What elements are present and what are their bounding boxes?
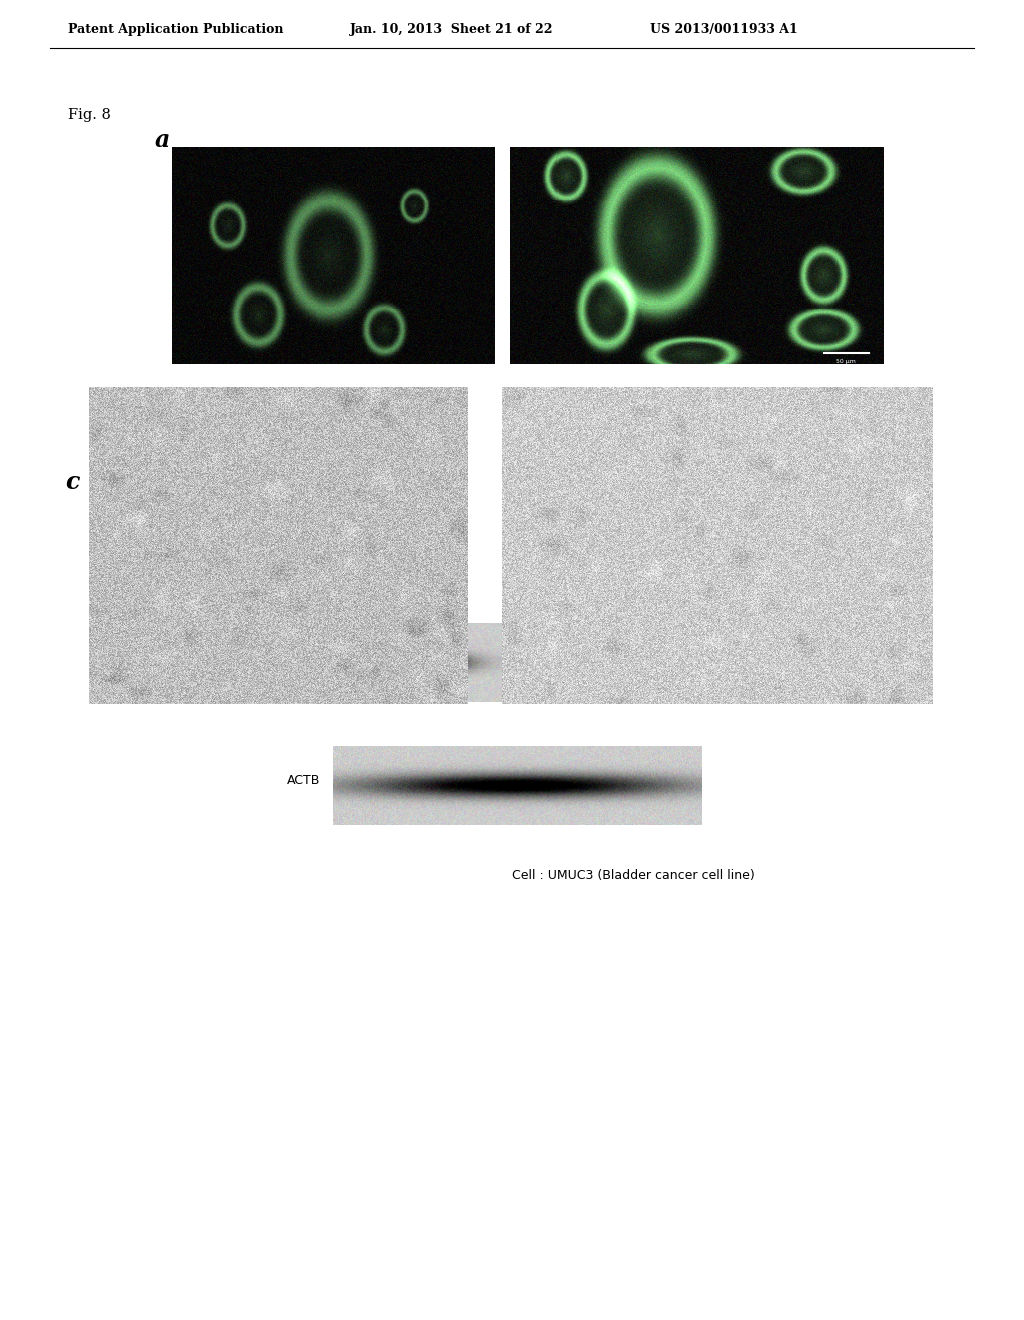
Text: EGFP: EGFP (100, 494, 132, 507)
Text: c: c (65, 470, 80, 494)
Text: b: b (250, 612, 266, 638)
Text: US 2013/0011933 A1: US 2013/0011933 A1 (650, 22, 798, 36)
Text: Jan. 10, 2013  Sheet 21 of 22: Jan. 10, 2013 Sheet 21 of 22 (350, 22, 554, 36)
Text: si-C2093: si-C2093 (525, 150, 580, 164)
Text: si-C2093: si-C2093 (538, 636, 593, 649)
Text: Fig. 8: Fig. 8 (68, 108, 111, 121)
Text: C2093: C2093 (280, 668, 319, 681)
Text: a: a (155, 128, 170, 152)
Text: EGFP: EGFP (185, 150, 217, 164)
Text: Cell : UMUC3 (Bladder cancer cell line): Cell : UMUC3 (Bladder cancer cell line) (512, 869, 755, 882)
Text: si-C2093: si-C2093 (505, 494, 560, 507)
Text: ACTB: ACTB (287, 774, 319, 787)
Text: 50 μm: 50 μm (836, 359, 856, 364)
Text: si-EGFP: si-EGFP (427, 636, 473, 649)
Text: Patent Application Publication: Patent Application Publication (68, 22, 284, 36)
